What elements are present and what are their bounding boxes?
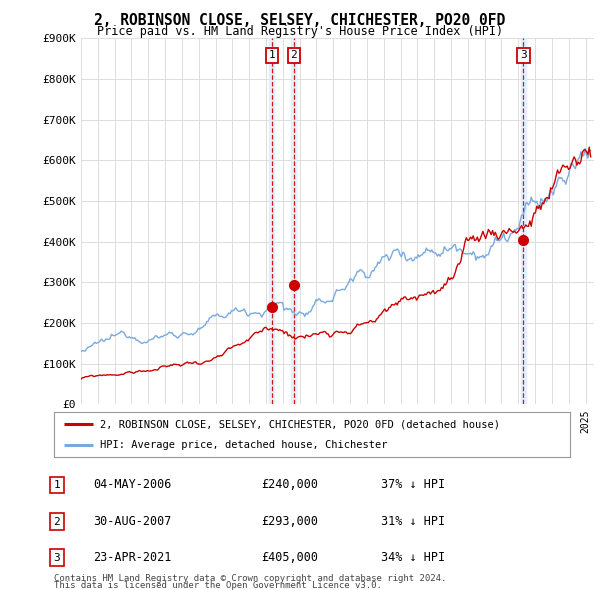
Text: 2, ROBINSON CLOSE, SELSEY, CHICHESTER, PO20 0FD: 2, ROBINSON CLOSE, SELSEY, CHICHESTER, P…: [94, 13, 506, 28]
Text: £240,000: £240,000: [261, 478, 318, 491]
Text: This data is licensed under the Open Government Licence v3.0.: This data is licensed under the Open Gov…: [54, 581, 382, 590]
Text: 23-APR-2021: 23-APR-2021: [93, 551, 172, 564]
Text: 30-AUG-2007: 30-AUG-2007: [93, 515, 172, 528]
Bar: [521, 38, 526, 404]
Text: 3: 3: [520, 50, 527, 60]
Text: HPI: Average price, detached house, Chichester: HPI: Average price, detached house, Chic…: [100, 440, 388, 450]
Text: 2, ROBINSON CLOSE, SELSEY, CHICHESTER, PO20 0FD (detached house): 2, ROBINSON CLOSE, SELSEY, CHICHESTER, P…: [100, 419, 500, 430]
Bar: [292, 38, 296, 404]
Text: £405,000: £405,000: [261, 551, 318, 564]
Text: 31% ↓ HPI: 31% ↓ HPI: [381, 515, 445, 528]
Text: 1: 1: [53, 480, 61, 490]
Text: 34% ↓ HPI: 34% ↓ HPI: [381, 551, 445, 564]
Bar: [269, 38, 274, 404]
Text: Contains HM Land Registry data © Crown copyright and database right 2024.: Contains HM Land Registry data © Crown c…: [54, 573, 446, 583]
Text: 2: 2: [53, 517, 61, 526]
Text: 04-MAY-2006: 04-MAY-2006: [93, 478, 172, 491]
Text: 3: 3: [53, 553, 61, 562]
Text: 1: 1: [268, 50, 275, 60]
Text: Price paid vs. HM Land Registry's House Price Index (HPI): Price paid vs. HM Land Registry's House …: [97, 25, 503, 38]
Text: 2: 2: [290, 50, 298, 60]
Text: £293,000: £293,000: [261, 515, 318, 528]
Text: 37% ↓ HPI: 37% ↓ HPI: [381, 478, 445, 491]
